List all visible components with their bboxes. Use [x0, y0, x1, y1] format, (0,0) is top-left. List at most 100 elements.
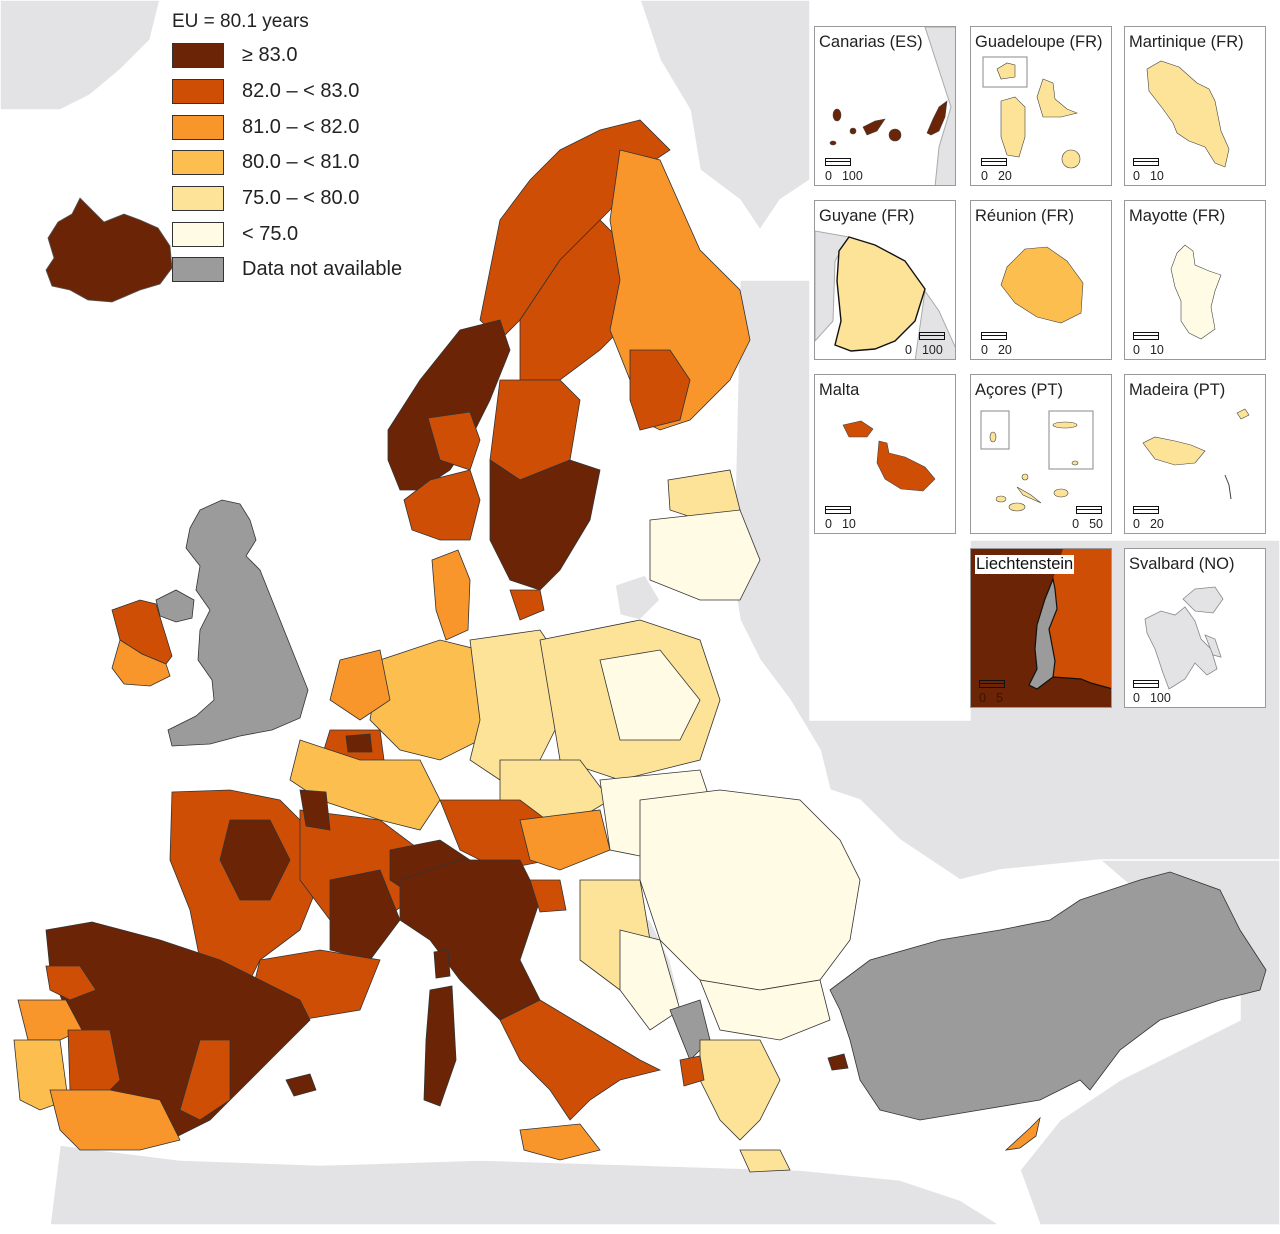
- inset-shape: [1000, 246, 1084, 324]
- legend-label: 75.0 – < 80.0: [242, 187, 360, 210]
- inset-reunion: Réunion (FR) 0 20: [970, 200, 1112, 360]
- map-legend: EU = 80.1 years ≥ 83.0 82.0 – < 83.0 81.…: [172, 10, 432, 288]
- scale-max: 10: [1149, 343, 1164, 357]
- scale-bar-graphic: [981, 158, 1007, 166]
- scale-bar: 0 20: [981, 332, 1012, 357]
- scale-max: 100: [1149, 691, 1171, 705]
- region-ireland: [111, 599, 173, 687]
- inset-title: Canarias (ES): [819, 33, 923, 51]
- scale-bar: 0 20: [1133, 506, 1164, 531]
- legend-swatch: [172, 257, 224, 283]
- legend-item-na: Data not available: [172, 252, 432, 288]
- scale-bar-graphic: [825, 158, 851, 166]
- inset-canarias: Canarias (ES) 0 100: [814, 26, 956, 186]
- inset-shape: [842, 420, 936, 492]
- scale-min: 0: [1133, 343, 1140, 357]
- region-cyprus: [1004, 1116, 1041, 1151]
- inset-title: Açores (PT): [975, 381, 1064, 399]
- region-baltics: [649, 469, 761, 601]
- inset-title: Madeira (PT): [1129, 381, 1226, 399]
- scale-bar-graphic: [919, 332, 945, 340]
- region-turkey: [829, 871, 1267, 1121]
- scale-min: 0: [825, 517, 832, 531]
- scale-max: 50: [1089, 517, 1103, 531]
- scale-max: 5: [995, 691, 1003, 705]
- scale-max: 10: [1149, 169, 1164, 183]
- scale-min: 0: [1133, 169, 1140, 183]
- inset-title: Liechtenstein: [975, 555, 1075, 574]
- inset-title: Réunion (FR): [975, 207, 1075, 225]
- inset-shape: [815, 230, 955, 359]
- scale-bar-graphic: [979, 680, 1005, 688]
- legend-swatch: [172, 79, 224, 105]
- inset-malta: Malta 0 10: [814, 374, 956, 534]
- region-iberia: [13, 921, 317, 1151]
- inset-martinique: Martinique (FR) 0 10: [1124, 26, 1266, 186]
- inset-title: Martinique (FR): [1129, 33, 1244, 51]
- scale-min: 0: [1133, 691, 1140, 705]
- inset-title: Guadeloupe (FR): [975, 33, 1103, 51]
- scale-bar-graphic: [1133, 332, 1159, 340]
- region-uk: [155, 499, 309, 747]
- legend-swatch: [172, 221, 224, 247]
- scale-min: 0: [979, 691, 986, 705]
- inset-guadeloupe: Guadeloupe (FR) 0 20: [970, 26, 1112, 186]
- region-denmark: [431, 549, 471, 641]
- scale-max: 20: [997, 343, 1012, 357]
- scale-bar-graphic: [1133, 158, 1159, 166]
- scale-bar: 0 20: [981, 158, 1012, 183]
- scale-bar-graphic: [1133, 506, 1159, 514]
- inset-shape: [1142, 408, 1250, 500]
- scale-max: 20: [997, 169, 1012, 183]
- inset-shape: [980, 410, 1094, 512]
- scale-bar-graphic: [1133, 680, 1159, 688]
- inset-title: Svalbard (NO): [1129, 555, 1235, 573]
- inset-shape: [982, 56, 1081, 169]
- inset-mayotte: Mayotte (FR) 0 10: [1124, 200, 1266, 360]
- scale-min: 0: [981, 169, 988, 183]
- legend-swatch: [172, 150, 224, 176]
- legend-item-80-81: 80.0 – < 81.0: [172, 145, 432, 181]
- scale-bar-graphic: [825, 506, 851, 514]
- legend-label: 80.0 – < 81.0: [242, 151, 360, 174]
- legend-item-81-82: 81.0 – < 82.0: [172, 109, 432, 145]
- scale-min: 0: [981, 343, 988, 357]
- legend-item-75-80: 75.0 – < 80.0: [172, 181, 432, 217]
- scale-max: 100: [921, 343, 943, 357]
- scale-max: 20: [1149, 517, 1164, 531]
- inset-shape: [1170, 244, 1222, 340]
- legend-swatch: [172, 186, 224, 212]
- inset-guyane: Guyane (FR) 0 100: [814, 200, 956, 360]
- region-balkans: [579, 789, 861, 1173]
- legend-item-82-83: 82.0 – < 83.0: [172, 74, 432, 110]
- scale-bar: 0 50: [1072, 506, 1103, 531]
- scale-max: 10: [841, 517, 856, 531]
- inset-shape: [1146, 60, 1230, 168]
- legend-label: ≥ 83.0: [242, 44, 298, 67]
- legend-label: 81.0 – < 82.0: [242, 115, 360, 138]
- scale-bar: 0 10: [1133, 332, 1164, 357]
- region-aegean-island: [827, 1053, 849, 1071]
- region-finland: [609, 149, 751, 431]
- scale-min: 0: [825, 169, 832, 183]
- scale-bar: 0 100: [1133, 680, 1171, 705]
- legend-item-ge83: ≥ 83.0: [172, 38, 432, 74]
- scale-bar: 0 100: [825, 158, 863, 183]
- inset-shape: [1144, 586, 1224, 690]
- inset-title: Guyane (FR): [819, 207, 915, 225]
- legend-title: EU = 80.1 years: [172, 11, 309, 32]
- inset-madeira: Madeira (PT) 0 20: [1124, 374, 1266, 534]
- region-iceland: [45, 197, 173, 303]
- scale-min: 0: [905, 343, 912, 357]
- scale-min: 0: [1072, 517, 1080, 531]
- scale-bar-graphic: [1076, 506, 1103, 514]
- inset-acores: Açores (PT) 0 50: [970, 374, 1112, 534]
- inset-title: Malta: [819, 381, 860, 399]
- scale-max: 100: [841, 169, 863, 183]
- scale-bar: 0 10: [825, 506, 856, 531]
- legend-swatch: [172, 43, 224, 69]
